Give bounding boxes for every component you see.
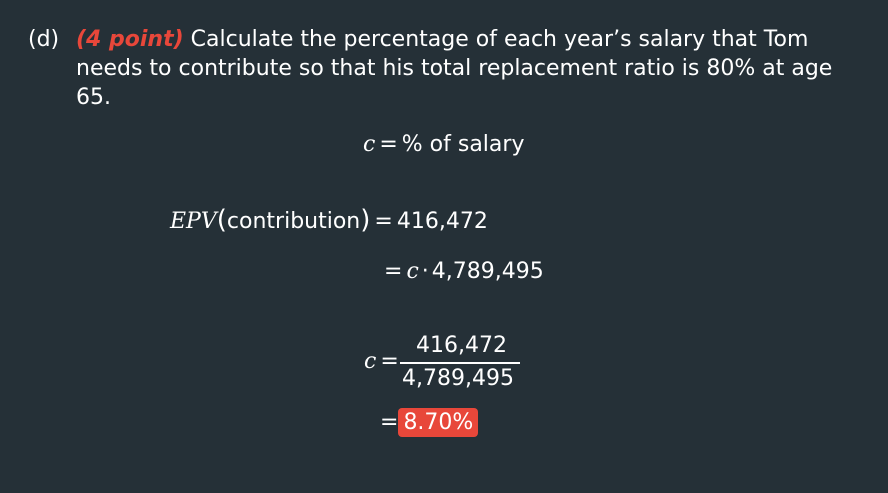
question-body: (4 point) Calculate the percentage of ea… <box>76 25 856 112</box>
epv-line-2: = c · 4,789,495 <box>380 259 544 284</box>
epv2-var: c <box>406 259 419 284</box>
epv-line: EPV(contribution) = 416,472 <box>170 205 488 235</box>
points-badge: (4 point) <box>76 27 184 52</box>
fraction-bar <box>400 362 520 364</box>
epv-arg: contribution <box>226 209 361 234</box>
epv2-value: 4,789,495 <box>431 259 544 284</box>
fraction-equals: = <box>380 349 399 374</box>
definition-line: c =% of salary <box>363 132 524 157</box>
epv2-dot: · <box>421 259 429 284</box>
definition-text: % of salary <box>401 132 525 157</box>
definition-var: c <box>363 132 376 157</box>
epv-paren-close: ) <box>360 205 371 235</box>
fraction-lhs: c = <box>364 349 403 374</box>
result-highlight: 8.70% <box>398 408 479 437</box>
question-label: (d) <box>28 27 60 52</box>
epv-equals: = <box>374 209 393 234</box>
epv-paren-open: ( <box>216 205 227 235</box>
fraction-var: c <box>364 349 377 374</box>
fraction-denominator: 4,789,495 <box>402 366 514 391</box>
epv-label: EPV <box>170 209 217 234</box>
epv-value: 416,472 <box>396 209 488 234</box>
result-line: = 8.70% <box>380 408 479 437</box>
definition-equals: = <box>379 132 398 157</box>
result-equals: = <box>380 410 399 435</box>
question-text: Calculate the percentage of each year’s … <box>76 27 833 110</box>
fraction-numerator: 416,472 <box>416 333 507 358</box>
epv2-equals: = <box>384 259 403 284</box>
